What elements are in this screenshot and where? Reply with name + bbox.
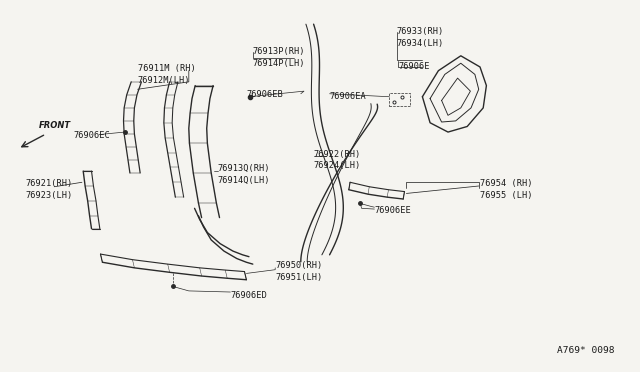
Text: 76906EC: 76906EC (74, 131, 110, 140)
Text: 76906EE: 76906EE (374, 206, 411, 215)
Text: 76954 (RH)
76955 (LH): 76954 (RH) 76955 (LH) (480, 179, 532, 200)
Text: 76906EB: 76906EB (246, 90, 283, 99)
Text: 76911M (RH)
76912M(LH): 76911M (RH) 76912M(LH) (138, 64, 195, 85)
Text: 76913P(RH)
76914P(LH): 76913P(RH) 76914P(LH) (253, 47, 305, 68)
Text: 76913Q(RH)
76914Q(LH): 76913Q(RH) 76914Q(LH) (218, 164, 270, 185)
Text: 76906E: 76906E (398, 62, 429, 71)
Text: 76906ED: 76906ED (230, 291, 267, 300)
Text: 76906EA: 76906EA (330, 92, 366, 101)
Text: A769* 0098: A769* 0098 (557, 346, 614, 355)
Text: 76922(RH)
76924(LH): 76922(RH) 76924(LH) (314, 150, 361, 170)
Text: 76921(RH)
76923(LH): 76921(RH) 76923(LH) (26, 179, 73, 200)
Text: 76950(RH)
76951(LH): 76950(RH) 76951(LH) (275, 261, 323, 282)
Text: FRONT: FRONT (38, 121, 70, 130)
Text: 76933(RH)
76934(LH): 76933(RH) 76934(LH) (397, 27, 444, 48)
